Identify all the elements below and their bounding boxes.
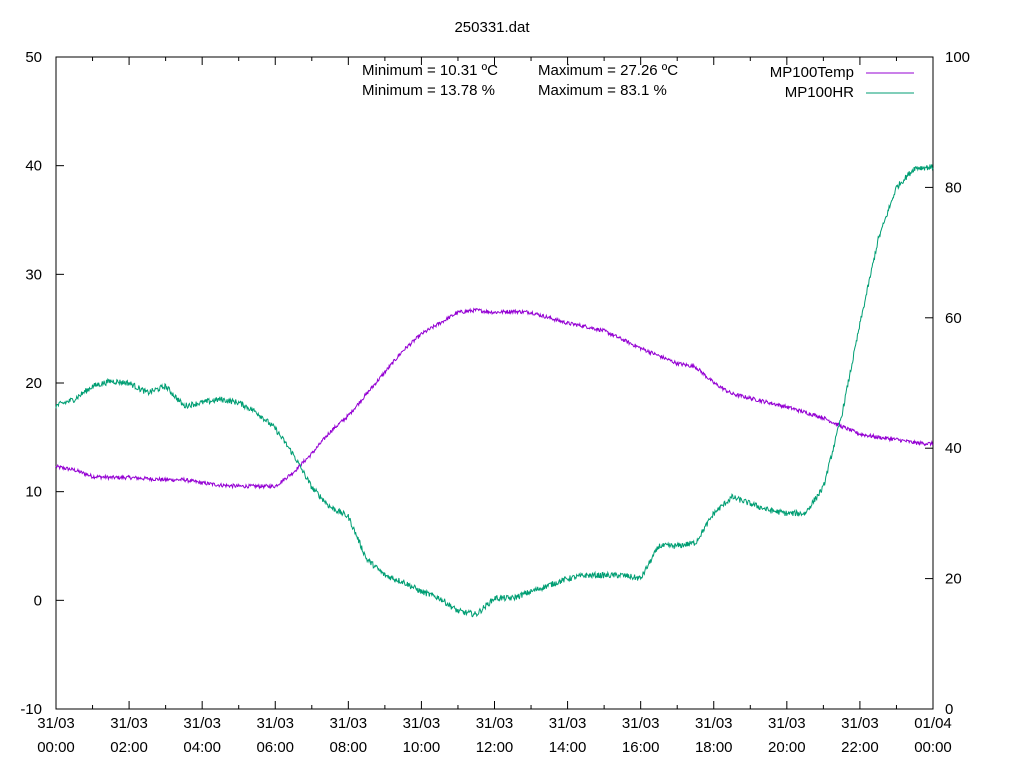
y-tick-label: 20 (25, 375, 42, 392)
x-tick-label-time: 16:00 (622, 739, 660, 756)
series-layer (55, 164, 934, 618)
x-tick-label-time: 14:00 (549, 739, 587, 756)
x-tick-label-date: 31/03 (622, 715, 660, 732)
x-tick-label-time: 10:00 (403, 739, 441, 756)
y2-tick-label: 0 (945, 701, 953, 718)
plot-border (55, 56, 934, 710)
x-tick-label-date: 31/03 (110, 715, 148, 732)
y-tick-label: 50 (25, 49, 42, 66)
x-tick-label-time: 02:00 (110, 739, 148, 756)
x-tick-label-date: 31/03 (37, 715, 75, 732)
x-tick-label-date: 31/03 (403, 715, 441, 732)
series-line-MP100Temp (55, 307, 934, 490)
y-tick-label: 30 (25, 266, 42, 283)
x-tick-label-date: 31/03 (330, 715, 368, 732)
chart-title: 250331.dat (454, 19, 530, 36)
y-tick-label: 40 (25, 158, 42, 175)
x-tick-label-time: 06:00 (256, 739, 294, 756)
temp-min-annotation: Minimum = 10.31 ºC (362, 62, 498, 79)
y-tick-label: -10 (20, 701, 42, 718)
y2-tick-label: 40 (945, 440, 962, 457)
x-tick-label-time: 20:00 (768, 739, 806, 756)
x-tick-label-time: 00:00 (914, 739, 952, 756)
x-tick-label-date: 31/03 (549, 715, 587, 732)
x-tick-label-time: 12:00 (476, 739, 514, 756)
y2-tick-label: 80 (945, 179, 962, 196)
y-tick-label: 10 (25, 484, 42, 501)
y2-tick-label: 100 (945, 49, 970, 66)
legend: MP100Temp MP100HR (770, 64, 914, 101)
x-tick-label-date: 31/03 (841, 715, 879, 732)
hr-max-annotation: Maximum = 83.1 % (538, 82, 667, 99)
x-tick-label-date: 31/03 (183, 715, 221, 732)
x-tick-label-date: 31/03 (256, 715, 294, 732)
x-tick-label-time: 22:00 (841, 739, 879, 756)
x-tick-label-time: 00:00 (37, 739, 75, 756)
series-line-MP100HR (55, 164, 934, 618)
x-tick-label-time: 08:00 (330, 739, 368, 756)
x-tick-label-date: 31/03 (695, 715, 733, 732)
y-tick-label: 0 (34, 592, 42, 609)
y2-tick-label: 60 (945, 310, 962, 327)
x-tick-label-date: 01/04 (914, 715, 952, 732)
legend-label-hr: MP100HR (785, 84, 854, 101)
x-tick-label-date: 31/03 (768, 715, 806, 732)
hr-min-annotation: Minimum = 13.78 % (362, 82, 495, 99)
x-tick-label-time: 04:00 (183, 739, 221, 756)
x-tick-label-time: 18:00 (695, 739, 733, 756)
axes: -10 0 10 20 30 40 50 0 20 40 60 80 100 31/03 00:00 31/0… (20, 49, 970, 756)
y2-tick-label: 20 (945, 571, 962, 588)
annotations: Minimum = 10.31 ºC Maximum = 27.26 ºC Mi… (362, 62, 678, 99)
temp-max-annotation: Maximum = 27.26 ºC (538, 62, 678, 79)
legend-label-temp: MP100Temp (770, 64, 854, 81)
x-tick-label-date: 31/03 (476, 715, 514, 732)
